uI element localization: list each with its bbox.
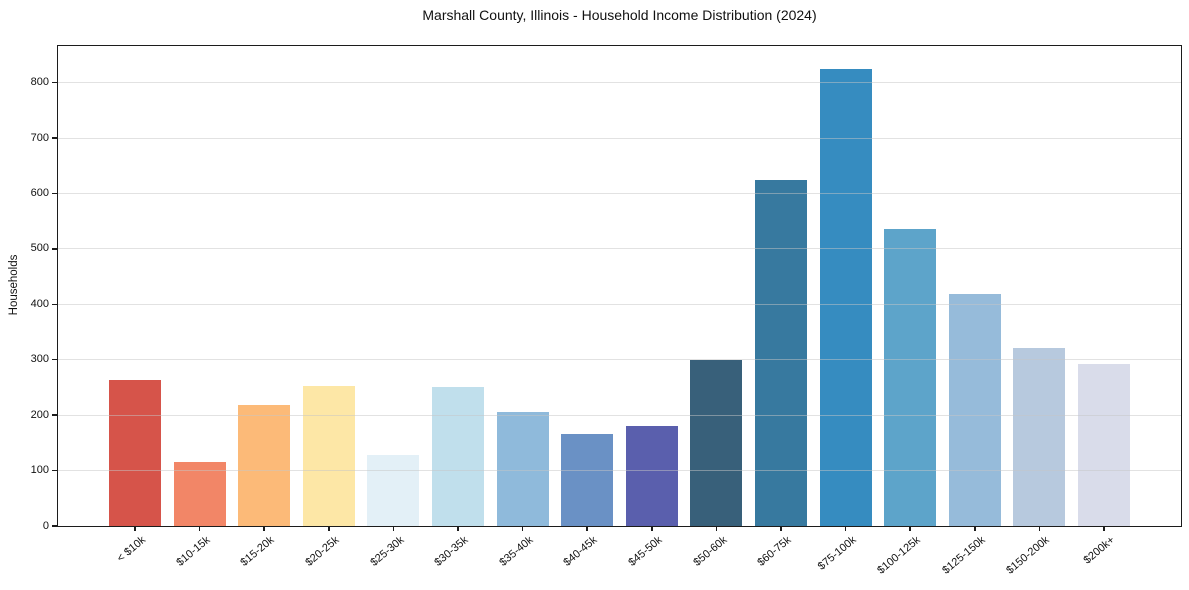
bar	[302, 385, 355, 526]
x-tick-label: $20-25k	[303, 534, 342, 569]
gridline	[58, 248, 1181, 250]
plot-area: < $10k $10-15k $15-20k $20-25k $25-30k $30-35…	[31, 45, 1182, 577]
bar	[884, 229, 937, 526]
gridline	[58, 82, 1181, 84]
gridline	[58, 137, 1181, 139]
x-tick-mark	[651, 526, 653, 531]
x-tick-label: < $10k	[114, 534, 148, 565]
x-tick-label: $100-125k	[875, 534, 923, 577]
bar	[625, 426, 678, 526]
y-tick-label: 700	[30, 131, 49, 144]
x-tick-mark	[521, 526, 524, 531]
x-tick-mark	[392, 526, 395, 531]
x-tick-label: $35-40k	[497, 534, 536, 569]
y-tick-mark	[52, 469, 58, 472]
y-tick-mark	[52, 358, 58, 361]
y-tick-mark	[52, 248, 58, 250]
gridline	[58, 414, 1181, 416]
bar	[819, 69, 872, 526]
x-tick-mark	[263, 526, 265, 531]
x-tick-label: $45-50k	[626, 534, 665, 569]
y-tick-mark	[52, 525, 58, 527]
y-tick-label: 500	[30, 242, 49, 255]
bar	[238, 405, 291, 526]
y-axis-label: Households	[8, 254, 20, 316]
x-tick-mark	[1038, 526, 1041, 531]
bar	[173, 462, 226, 526]
x-tick-mark	[1103, 526, 1105, 531]
x-tick-label: $40-45k	[561, 534, 600, 569]
x-tick-label: $200k+	[1081, 534, 1117, 567]
y-tick-label: 800	[30, 76, 49, 89]
gridline	[58, 303, 1181, 305]
bar	[948, 293, 1001, 526]
y-tick-label: 0	[42, 519, 49, 532]
bar	[496, 412, 549, 526]
x-tick-label: $150-200k	[1004, 534, 1053, 577]
bar	[561, 434, 614, 526]
x-tick-mark	[909, 526, 911, 531]
bar	[367, 455, 420, 526]
bar	[1013, 347, 1066, 526]
y-tick-label: 300	[30, 353, 49, 366]
bar	[755, 179, 807, 526]
y-tick-label: 200	[30, 408, 49, 421]
y-tick-label: 400	[30, 297, 49, 310]
x-tick-mark	[586, 526, 588, 531]
chart-title: Marshall County, Illinois - Household In…	[422, 7, 817, 23]
x-tick-label: $25-30k	[367, 534, 407, 569]
x-tick-mark	[780, 526, 782, 531]
x-tick-label: $125-150k	[939, 534, 988, 577]
x-tick-label: $30-35k	[432, 534, 471, 569]
y-tick-mark	[52, 81, 58, 84]
y-tick-mark	[52, 414, 58, 416]
y-tick-mark	[52, 137, 58, 139]
x-tick-mark	[974, 526, 976, 531]
x-tick-label: $15-20k	[238, 534, 277, 569]
gridline	[58, 359, 1181, 361]
x-tick-mark	[198, 526, 201, 531]
y-tick-mark	[52, 303, 58, 306]
x-tick-mark	[457, 526, 459, 531]
x-tick-mark	[715, 526, 718, 531]
y-tick-label: 600	[30, 186, 49, 199]
x-tick-mark	[134, 526, 136, 531]
bar	[690, 359, 743, 526]
gridline	[58, 470, 1181, 472]
x-tick-label: $10-15k	[174, 534, 213, 569]
y-tick-label: 100	[30, 464, 49, 477]
bar	[432, 386, 484, 526]
x-tick-mark	[844, 526, 847, 531]
x-tick-label: $50-60k	[690, 534, 730, 569]
x-tick-label: $75-100k	[815, 534, 859, 573]
x-tick-label: $60-75k	[755, 534, 794, 569]
bar	[1078, 363, 1130, 526]
y-tick-mark	[52, 192, 58, 195]
x-tick-mark	[328, 526, 330, 531]
bar	[109, 380, 161, 526]
gridline	[58, 192, 1181, 194]
